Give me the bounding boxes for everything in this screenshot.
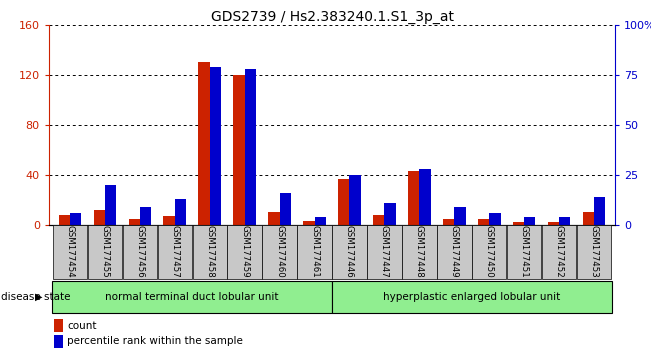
Bar	[105, 185, 116, 225]
FancyBboxPatch shape	[298, 225, 331, 279]
FancyBboxPatch shape	[262, 225, 297, 279]
FancyBboxPatch shape	[437, 225, 471, 279]
Bar	[524, 217, 536, 225]
Bar	[94, 210, 105, 225]
Bar	[385, 203, 396, 225]
Bar	[210, 67, 221, 225]
Bar	[128, 218, 140, 225]
FancyBboxPatch shape	[472, 225, 506, 279]
Bar	[548, 222, 559, 225]
Text: GSM177453: GSM177453	[590, 225, 599, 278]
Text: GSM177451: GSM177451	[519, 225, 529, 278]
Text: GSM177457: GSM177457	[170, 225, 179, 278]
Bar	[70, 213, 81, 225]
Text: GSM177454: GSM177454	[65, 225, 74, 278]
Text: count: count	[67, 321, 96, 331]
FancyBboxPatch shape	[88, 225, 122, 279]
Bar	[454, 207, 465, 225]
Bar	[163, 216, 174, 225]
FancyBboxPatch shape	[227, 225, 262, 279]
Bar	[303, 221, 314, 225]
FancyBboxPatch shape	[367, 225, 402, 279]
Bar	[245, 69, 256, 225]
FancyBboxPatch shape	[158, 225, 192, 279]
Bar	[583, 212, 594, 225]
Text: percentile rank within the sample: percentile rank within the sample	[67, 336, 243, 346]
Text: ▶: ▶	[35, 292, 42, 302]
Text: GSM177455: GSM177455	[100, 225, 109, 278]
Bar	[59, 215, 70, 225]
Bar	[140, 207, 151, 225]
Text: normal terminal duct lobular unit: normal terminal duct lobular unit	[105, 292, 279, 302]
Bar	[55, 335, 63, 348]
FancyBboxPatch shape	[193, 225, 227, 279]
Bar	[55, 319, 63, 332]
FancyBboxPatch shape	[402, 225, 437, 279]
Bar	[478, 218, 490, 225]
Bar	[52, 281, 332, 313]
FancyBboxPatch shape	[507, 225, 542, 279]
Bar	[559, 217, 570, 225]
Bar	[174, 199, 186, 225]
Text: disease state: disease state	[1, 292, 71, 302]
Title: GDS2739 / Hs2.383240.1.S1_3p_at: GDS2739 / Hs2.383240.1.S1_3p_at	[210, 10, 454, 24]
Bar	[350, 175, 361, 225]
Bar	[373, 215, 385, 225]
Bar	[513, 222, 524, 225]
Bar	[339, 178, 350, 225]
Text: hyperplastic enlarged lobular unit: hyperplastic enlarged lobular unit	[383, 292, 561, 302]
Bar	[332, 281, 612, 313]
Bar	[314, 217, 326, 225]
Text: GSM177458: GSM177458	[205, 225, 214, 278]
FancyBboxPatch shape	[333, 225, 367, 279]
FancyBboxPatch shape	[577, 225, 611, 279]
Bar	[419, 169, 430, 225]
Text: GSM177450: GSM177450	[485, 225, 494, 278]
FancyBboxPatch shape	[53, 225, 87, 279]
Text: GSM177449: GSM177449	[450, 225, 459, 278]
Text: GSM177452: GSM177452	[555, 225, 564, 278]
Text: GSM177447: GSM177447	[380, 225, 389, 278]
Text: GSM177459: GSM177459	[240, 225, 249, 278]
FancyBboxPatch shape	[542, 225, 576, 279]
Text: GSM177460: GSM177460	[275, 225, 284, 278]
Bar	[594, 197, 605, 225]
Text: GSM177448: GSM177448	[415, 225, 424, 278]
Text: GSM177456: GSM177456	[135, 225, 145, 278]
Bar	[199, 62, 210, 225]
Bar	[490, 213, 501, 225]
FancyBboxPatch shape	[122, 225, 157, 279]
Bar	[268, 212, 279, 225]
Text: GSM177446: GSM177446	[345, 225, 354, 278]
Bar	[443, 218, 454, 225]
Bar	[234, 75, 245, 225]
Text: GSM177461: GSM177461	[310, 225, 319, 278]
Bar	[279, 193, 291, 225]
Bar	[408, 171, 419, 225]
